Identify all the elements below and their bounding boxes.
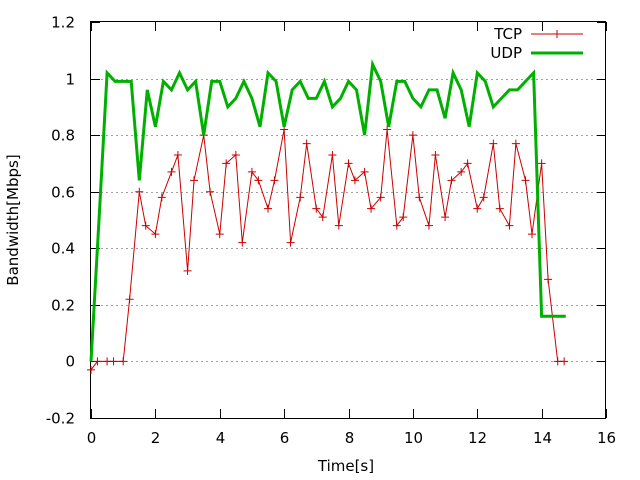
data-point-tcp xyxy=(318,213,327,222)
grid xyxy=(91,79,606,362)
data-point-tcp xyxy=(190,176,198,185)
data-point-tcp xyxy=(383,125,392,134)
series-line-tcp xyxy=(90,129,565,371)
x-tick-label: 14 xyxy=(533,429,552,447)
data-point-tcp xyxy=(415,193,424,202)
x-tick-label: 12 xyxy=(468,429,487,447)
data-point-tcp xyxy=(141,221,150,230)
legend-label-tcp: TCP xyxy=(493,25,522,43)
data-point-tcp xyxy=(312,204,321,213)
data-point-tcp xyxy=(424,221,433,230)
data-point-tcp xyxy=(270,176,279,185)
legend: TCP UDP xyxy=(490,25,583,62)
data-point-tcp xyxy=(109,357,118,366)
data-point-tcp xyxy=(399,213,408,222)
data-point-tcp xyxy=(505,221,514,230)
data-point-tcp xyxy=(167,167,176,176)
data-point-tcp xyxy=(544,275,553,284)
data-point-tcp xyxy=(441,213,450,222)
data-point-tcp xyxy=(135,187,144,196)
x-tick-label: 8 xyxy=(345,429,355,447)
data-point-tcp xyxy=(344,159,353,168)
legend-label-udp: UDP xyxy=(490,44,522,62)
data-point-tcp xyxy=(334,221,343,230)
data-point-tcp xyxy=(286,238,295,247)
data-point-tcp xyxy=(119,357,128,366)
data-point-tcp xyxy=(473,204,482,213)
data-point-tcp xyxy=(254,176,263,185)
data-point-tcp xyxy=(367,204,376,213)
data-point-tcp xyxy=(537,159,546,168)
x-tick-label: 2 xyxy=(151,429,161,447)
data-point-tcp xyxy=(302,139,311,148)
legend-marker-tcp xyxy=(553,30,561,38)
data-point-tcp xyxy=(125,295,134,304)
series-line-udp xyxy=(89,59,566,362)
x-tick-label: 4 xyxy=(216,429,226,447)
data-point-tcp xyxy=(447,176,456,185)
data-point-tcp xyxy=(93,357,102,366)
data-point-tcp xyxy=(247,167,256,176)
data-point-tcp xyxy=(328,150,337,159)
y-tick-label: 0.2 xyxy=(51,297,75,315)
data-point-tcp xyxy=(350,176,359,185)
data-point-tcp xyxy=(463,159,472,168)
data-point-tcp xyxy=(206,187,215,196)
y-tick-label: 0.6 xyxy=(51,184,75,202)
data-point-tcp xyxy=(151,230,160,239)
y-tick-label: 0 xyxy=(65,353,75,371)
x-axis-label: Time[s] xyxy=(317,457,374,475)
data-point-tcp xyxy=(264,204,273,213)
x-tick-label: 10 xyxy=(404,429,423,447)
data-point-tcp xyxy=(392,221,401,230)
data-point-tcp xyxy=(457,167,466,176)
data-point-tcp xyxy=(495,204,504,213)
plot-frame xyxy=(90,21,606,419)
y-axis-label: Bandwidth[Mbps] xyxy=(4,154,22,285)
series-layer xyxy=(87,59,569,374)
data-point-tcp xyxy=(157,193,166,202)
data-point-tcp xyxy=(431,150,440,159)
data-point-tcp xyxy=(479,193,488,202)
data-point-tcp xyxy=(360,167,369,176)
data-point-tcp xyxy=(173,150,182,159)
data-point-tcp xyxy=(521,176,530,185)
data-point-tcp xyxy=(238,238,247,247)
data-point-tcp xyxy=(489,139,498,148)
data-point-tcp xyxy=(231,150,240,159)
y-tick-label: 1 xyxy=(65,71,75,89)
x-tick-label: 6 xyxy=(280,429,290,447)
data-point-tcp xyxy=(376,193,385,202)
y-tick-label: 0.4 xyxy=(51,240,75,258)
data-point-tcp xyxy=(183,266,192,275)
data-point-tcp xyxy=(408,131,417,140)
data-point-tcp xyxy=(511,139,520,148)
y-tick-label: 0.8 xyxy=(51,127,75,145)
data-point-tcp xyxy=(527,230,536,239)
y-tick-label: 1.2 xyxy=(51,14,75,32)
data-point-tcp xyxy=(222,159,231,168)
data-point-tcp xyxy=(215,230,224,239)
data-point-tcp xyxy=(296,193,305,202)
data-point-tcp xyxy=(560,357,569,366)
ticks: -0.2 0 0.2 0.4 0.6 0.8 1 1.2 0 2 4 6 8 10 12 14 16 xyxy=(46,14,616,448)
x-tick-label: 16 xyxy=(597,429,616,447)
x-tick-label: 0 xyxy=(87,429,97,447)
y-tick-label: -0.2 xyxy=(46,410,75,428)
data-point-tcp xyxy=(87,365,95,374)
